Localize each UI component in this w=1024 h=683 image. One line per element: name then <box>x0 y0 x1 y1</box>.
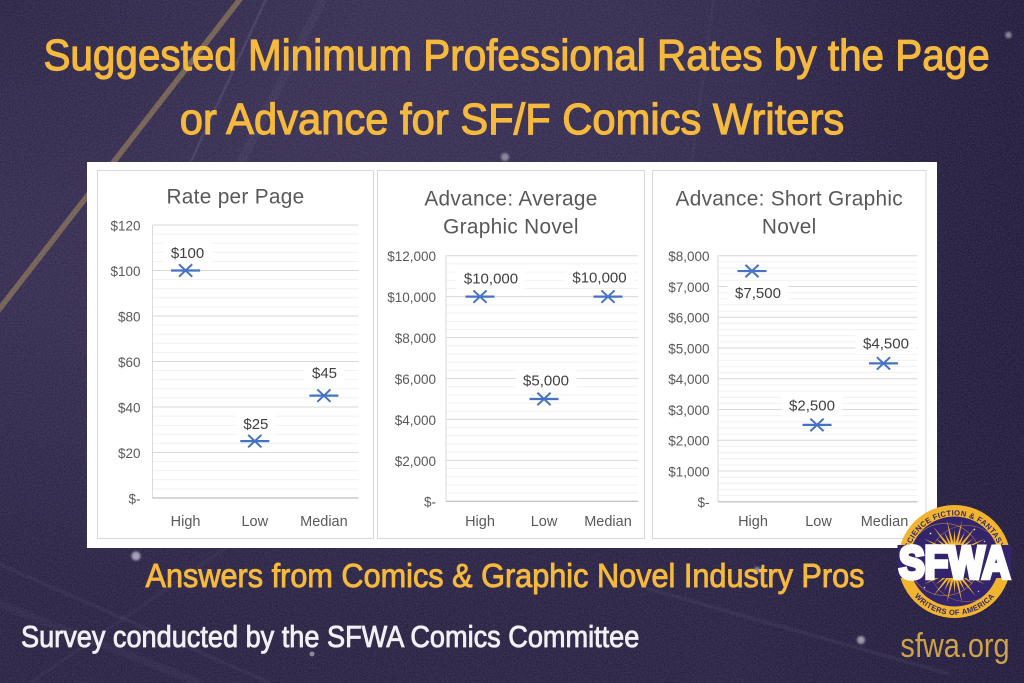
svg-text:High: High <box>738 514 768 530</box>
svg-text:$10,000: $10,000 <box>464 270 518 287</box>
svg-text:Median: Median <box>300 514 348 530</box>
svg-text:Median: Median <box>861 514 909 530</box>
svg-text:Low: Low <box>531 514 558 530</box>
svg-text:$120: $120 <box>110 218 140 233</box>
svg-text:$100: $100 <box>110 264 140 279</box>
svg-text:$3,000: $3,000 <box>668 403 709 418</box>
svg-text:$40: $40 <box>118 400 141 415</box>
svg-text:$2,000: $2,000 <box>395 454 436 469</box>
svg-text:Median: Median <box>584 514 632 530</box>
svg-text:$1,000: $1,000 <box>668 464 709 479</box>
svg-text:SFWA: SFWA <box>899 537 1010 588</box>
svg-text:$5,000: $5,000 <box>668 341 709 356</box>
svg-text:$4,000: $4,000 <box>395 413 436 428</box>
svg-text:Advance: Average: Advance: Average <box>424 187 597 210</box>
svg-text:$-: $- <box>424 495 436 510</box>
svg-text:$8,000: $8,000 <box>668 249 709 264</box>
svg-text:$80: $80 <box>118 309 141 324</box>
svg-text:High: High <box>465 514 495 530</box>
svg-text:$2,500: $2,500 <box>789 398 835 415</box>
svg-text:$4,000: $4,000 <box>668 372 709 387</box>
svg-text:$25: $25 <box>243 416 268 433</box>
svg-text:$7,500: $7,500 <box>735 285 781 302</box>
svg-text:Low: Low <box>241 514 268 530</box>
svg-text:$6,000: $6,000 <box>668 311 709 326</box>
svg-text:Low: Low <box>805 514 832 530</box>
svg-text:Novel: Novel <box>762 215 817 238</box>
svg-text:$8,000: $8,000 <box>395 331 436 346</box>
svg-text:$45: $45 <box>312 365 337 382</box>
svg-text:$10,000: $10,000 <box>572 270 626 287</box>
svg-text:$20: $20 <box>118 446 141 461</box>
svg-text:$10,000: $10,000 <box>387 290 436 305</box>
svg-text:$60: $60 <box>118 355 141 370</box>
svg-text:Rate per Page: Rate per Page <box>166 186 304 209</box>
svg-text:High: High <box>171 514 201 530</box>
svg-text:$12,000: $12,000 <box>387 249 436 264</box>
svg-text:$-: $- <box>697 495 709 510</box>
svg-text:Advance: Short Graphic: Advance: Short Graphic <box>676 187 903 210</box>
svg-text:$6,000: $6,000 <box>395 372 436 387</box>
svg-text:$100: $100 <box>171 245 204 262</box>
svg-text:$2,000: $2,000 <box>668 434 709 449</box>
svg-text:$4,500: $4,500 <box>863 336 909 353</box>
svg-text:$7,000: $7,000 <box>668 280 709 295</box>
svg-text:Graphic Novel: Graphic Novel <box>443 215 579 238</box>
svg-text:$-: $- <box>128 491 140 506</box>
svg-text:$5,000: $5,000 <box>523 373 569 390</box>
